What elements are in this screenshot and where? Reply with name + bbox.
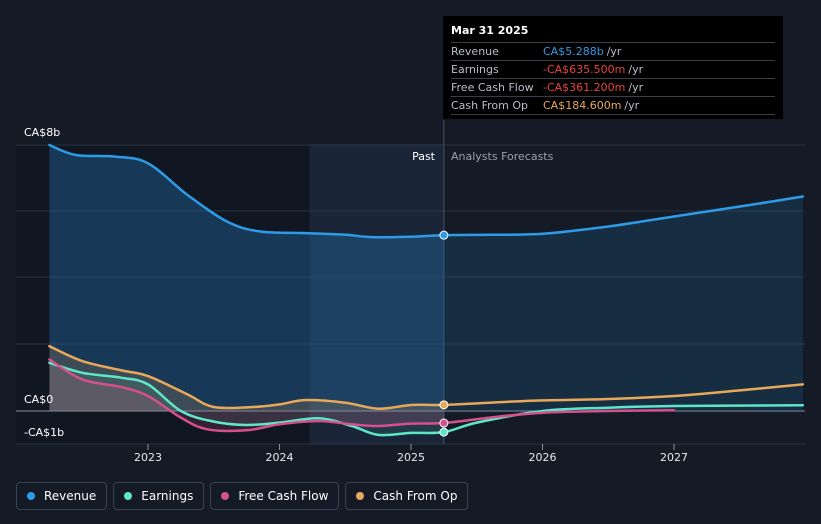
earnings-line — [48, 361, 805, 437]
free-cash-flow-line — [48, 358, 676, 433]
y-axis-bottom-label: -CA$1b — [24, 426, 64, 439]
tooltip-value: CA$184.600m — [543, 99, 622, 112]
legend-dot-icon — [124, 492, 133, 500]
tooltip-unit: /yr — [628, 81, 644, 94]
legend-item-earnings[interactable]: Earnings — [113, 482, 205, 510]
tooltip-label: Free Cash Flow — [451, 81, 534, 94]
cash-from-op-line — [48, 344, 805, 410]
legend-label: Earnings — [141, 489, 194, 503]
legend-dot-icon — [356, 492, 365, 500]
x-tick-label: 2025 — [397, 451, 425, 464]
x-tick-label: 2023 — [134, 451, 162, 464]
x-tick-label: 2027 — [660, 451, 688, 464]
tooltip-unit: /yr — [606, 45, 622, 58]
x-tick-label: 2026 — [529, 451, 557, 464]
legend-item-free-cash-flow[interactable]: Free Cash Flow — [210, 482, 340, 510]
y-axis-zero-label: CA$0 — [24, 393, 53, 406]
tooltip-row-earnings: Earnings -CA$635.500m /yr — [451, 60, 775, 78]
tooltip-value: -CA$635.500m — [543, 63, 626, 76]
legend-label: Revenue — [44, 489, 97, 503]
y-axis-top-label: CA$8b — [24, 126, 60, 139]
revenue-line — [48, 143, 805, 239]
tooltip-unit: /yr — [624, 99, 640, 112]
tooltip-row-revenue: Revenue CA$5.288b /yr — [451, 42, 775, 60]
tooltip: Mar 31 2025 Revenue CA$5.288b /yr Earnin… — [443, 16, 783, 119]
tooltip-value: CA$5.288b — [543, 45, 604, 58]
legend-label: Free Cash Flow — [238, 489, 329, 503]
legend-item-revenue[interactable]: Revenue — [16, 482, 108, 510]
tooltip-date: Mar 31 2025 — [451, 24, 529, 37]
tooltip-row-free-cash-flow: Free Cash Flow -CA$361.200m /yr — [451, 78, 775, 96]
legend-dot-icon — [27, 492, 35, 500]
tooltip-unit: /yr — [628, 63, 644, 76]
past-zone-highlight — [309, 144, 444, 445]
tooltip-label: Revenue — [451, 45, 499, 58]
legend: Revenue Earnings Free Cash Flow Cash Fro… — [16, 482, 469, 512]
free-cash-flow-marker-point — [439, 418, 449, 428]
free-cash-flow-past-area — [49, 359, 444, 431]
legend-item-cash-from-op[interactable]: Cash From Op — [345, 482, 469, 510]
revenue-forecast-area — [443, 196, 803, 411]
tooltip-label: Cash From Op — [451, 99, 529, 112]
x-tick-label: 2024 — [266, 451, 294, 464]
earnings-marker-point — [439, 427, 449, 437]
tooltip-value: -CA$361.200m — [543, 81, 626, 94]
legend-dot-icon — [221, 492, 230, 500]
tooltip-label: Earnings — [451, 63, 499, 76]
past-label: Past — [412, 150, 436, 163]
cash-from-op-marker-point — [439, 400, 449, 410]
earnings-past-area — [49, 362, 444, 436]
revenue-past-area — [49, 145, 444, 411]
tooltip-row-cash-from-op: Cash From Op CA$184.600m /yr — [451, 96, 775, 115]
revenue-marker-point — [439, 230, 449, 240]
legend-label: Cash From Op — [373, 489, 458, 503]
forecast-label: Analysts Forecasts — [451, 150, 554, 163]
